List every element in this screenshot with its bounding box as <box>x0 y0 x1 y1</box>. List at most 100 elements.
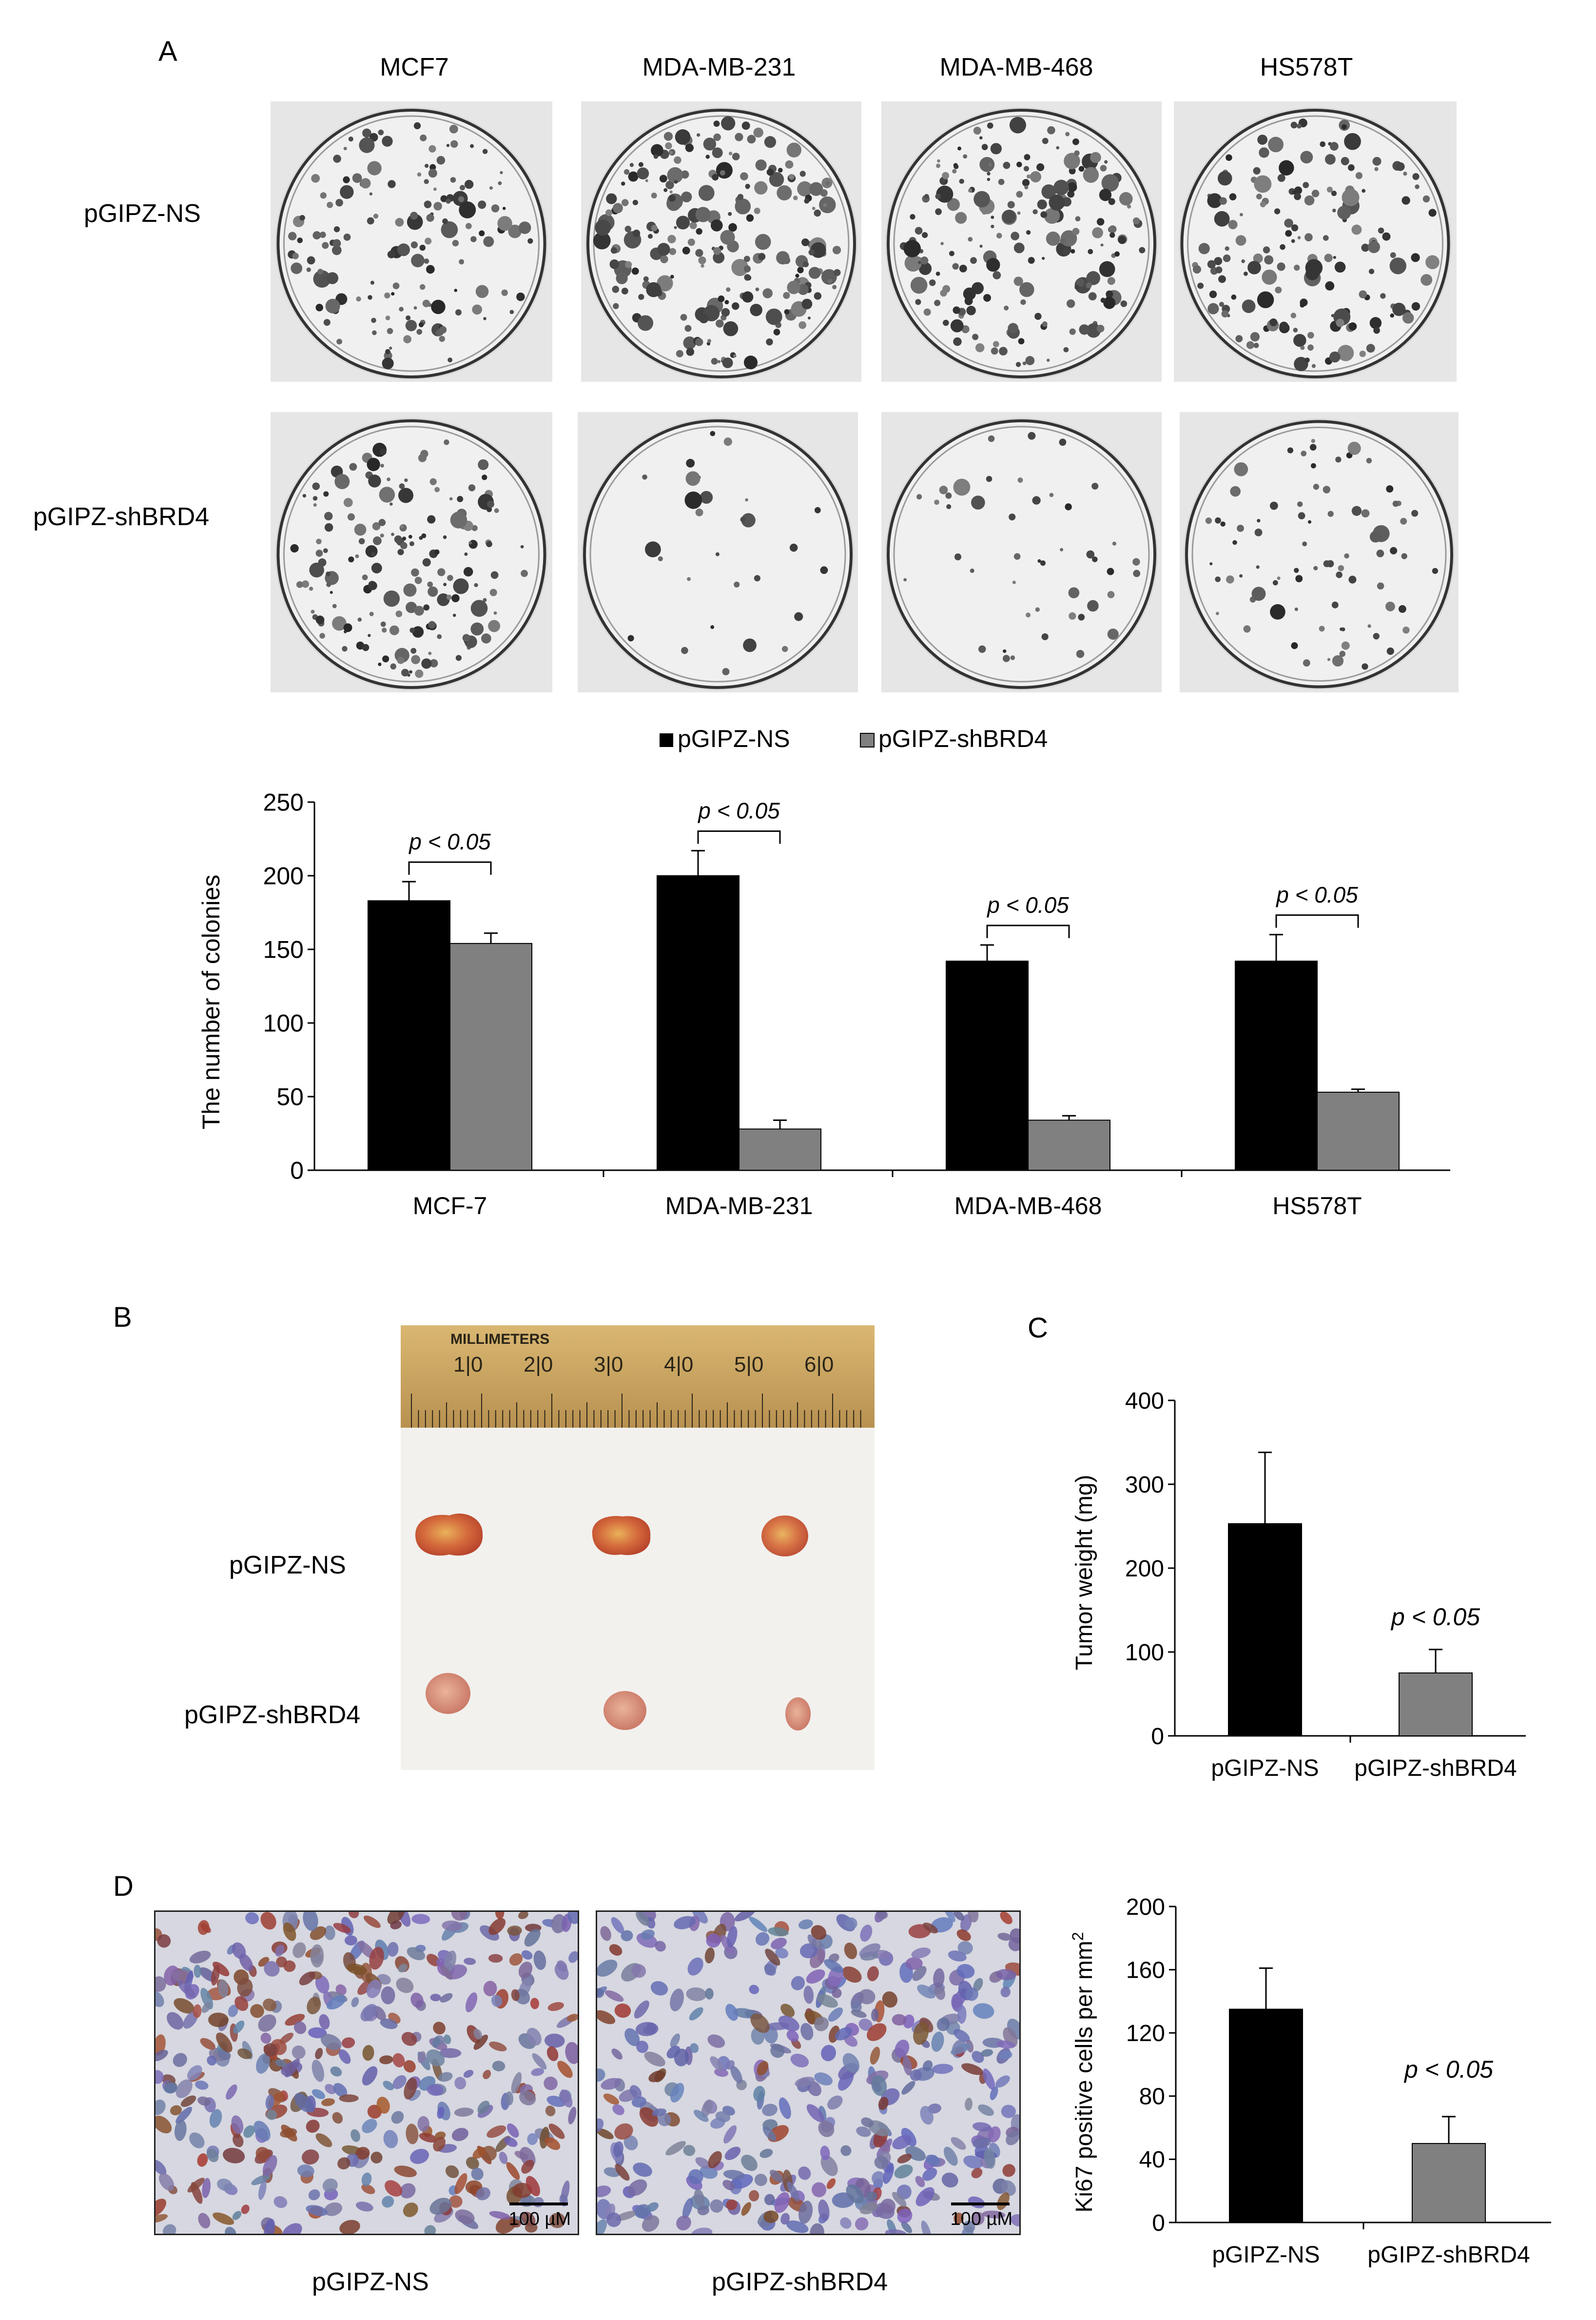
colony <box>942 172 950 179</box>
ki67-positive-nucleus <box>216 2032 233 2053</box>
nucleus <box>768 1927 789 1937</box>
nucleus <box>892 2192 907 2207</box>
colony <box>437 634 442 639</box>
colony <box>1324 154 1336 165</box>
nucleus <box>319 2014 330 2030</box>
colony <box>629 163 634 167</box>
colony <box>1035 607 1040 612</box>
colony <box>686 459 695 468</box>
ki67-positive-nucleus <box>549 2213 565 2228</box>
colony <box>701 264 704 268</box>
colony <box>1108 198 1115 205</box>
colony <box>667 167 683 183</box>
colony <box>1086 282 1092 289</box>
nucleus <box>915 2187 934 2206</box>
ki67-positive-nucleus <box>333 1923 351 1933</box>
colony <box>1192 265 1202 274</box>
colony <box>999 347 1008 356</box>
colony <box>400 542 408 550</box>
ki67-positive-nucleus <box>487 2125 506 2138</box>
colony <box>1214 257 1223 265</box>
nucleus <box>817 1994 838 2008</box>
colony-plate-hs578t-ns <box>1174 101 1457 382</box>
nucleus <box>727 1926 738 1948</box>
colony <box>500 171 503 175</box>
colony <box>332 239 341 248</box>
nucleus <box>683 2144 696 2156</box>
nucleus <box>754 2174 767 2186</box>
colony <box>1034 313 1042 320</box>
row-label-pgipz-ns: pGIPZ-NS <box>84 199 201 228</box>
colony <box>292 253 299 259</box>
colony <box>378 129 384 136</box>
colony <box>595 219 611 236</box>
p-value-annotation: p < 0.05 <box>408 829 491 854</box>
ki67-positive-nucleus <box>200 2038 215 2050</box>
colony <box>799 171 806 177</box>
colony <box>399 483 405 489</box>
nucleus <box>303 1912 318 1931</box>
ki67-positive-nucleus <box>362 2045 374 2061</box>
tumor-row-label-ns: pGIPZ-NS <box>229 1551 346 1579</box>
nucleus <box>175 2079 193 2098</box>
ki67-positive-nucleus <box>483 2070 491 2080</box>
nucleus <box>786 2030 799 2042</box>
colony <box>1389 257 1406 275</box>
nucleus <box>706 1933 721 1948</box>
colony <box>332 604 337 609</box>
colony <box>1132 217 1140 225</box>
nucleus <box>872 2171 885 2185</box>
colony <box>1096 324 1105 333</box>
nucleus <box>262 2155 277 2177</box>
colony <box>389 502 393 506</box>
colony <box>983 294 991 302</box>
tumor-ns-3 <box>761 1515 808 1556</box>
colony <box>362 128 371 138</box>
ki67-positive-nucleus <box>870 2046 880 2065</box>
colony <box>470 600 488 617</box>
colony <box>952 263 959 270</box>
colony <box>755 159 767 171</box>
nucleus <box>730 2065 742 2084</box>
colony <box>362 574 368 581</box>
colony <box>741 513 756 528</box>
y-tick-label: 0 <box>290 1157 304 1184</box>
colony <box>1015 362 1021 367</box>
colony <box>996 233 1002 239</box>
nucleus <box>320 2034 342 2050</box>
nucleus <box>396 1977 414 1993</box>
colony-plate-mcf7-ns <box>271 101 552 382</box>
nucleus <box>492 2061 506 2072</box>
nucleus <box>670 2033 680 2048</box>
colony <box>412 626 424 638</box>
nucleus <box>982 2210 1006 2219</box>
ki67-positive-nucleus <box>156 2115 172 2134</box>
ki67-positive-nucleus <box>882 1991 897 2008</box>
nucleus <box>876 1912 888 1920</box>
colony <box>828 278 833 283</box>
colony <box>490 571 499 579</box>
colony <box>1344 133 1361 150</box>
nucleus <box>798 1919 813 1929</box>
nucleus <box>264 1961 280 1977</box>
colony <box>784 309 790 315</box>
colony <box>1069 167 1076 175</box>
nucleus <box>380 2018 398 2029</box>
colony <box>616 272 628 284</box>
nucleus <box>217 2179 233 2191</box>
nucleus <box>786 2220 809 2233</box>
colony <box>1119 192 1133 206</box>
ki67-positive-nucleus <box>174 1998 195 2014</box>
colony <box>428 651 432 655</box>
nucleus <box>417 2116 429 2132</box>
colony <box>1269 318 1278 327</box>
colony <box>405 319 417 332</box>
colony <box>684 325 692 332</box>
colony <box>638 315 654 331</box>
nucleus <box>232 2211 242 2220</box>
y-tick-label: 300 <box>1125 1472 1164 1498</box>
nucleus <box>1001 2180 1016 2196</box>
nucleus <box>362 2066 378 2086</box>
colony <box>422 299 430 308</box>
colony <box>713 133 721 141</box>
